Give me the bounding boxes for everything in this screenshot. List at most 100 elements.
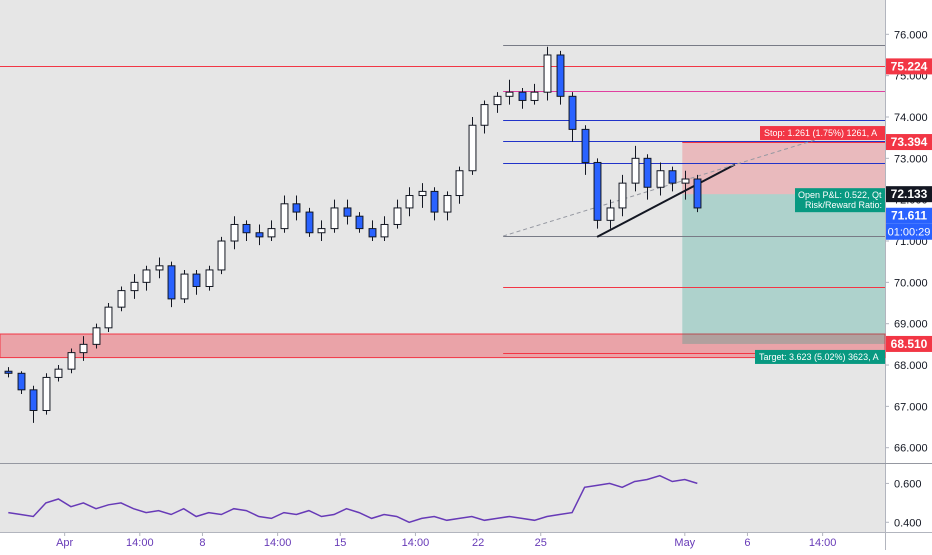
pnl-label: Open P&L: 0.522, Qt [798, 190, 882, 200]
candle-body [443, 195, 452, 213]
candle-body [418, 190, 427, 197]
time-tick-label: 8 [199, 537, 205, 549]
candle-body [117, 290, 126, 308]
price-tick-label: 76.000 [894, 29, 928, 41]
candle-body [693, 178, 702, 209]
price-tick-label: 66.000 [894, 443, 928, 455]
price-tick-label: 74.000 [894, 112, 928, 124]
candle-body [142, 269, 151, 283]
price-tag-bg [886, 134, 932, 151]
price-tick-label: 69.000 [894, 319, 928, 331]
time-tick-label: Apr [56, 537, 73, 549]
candle-body [67, 352, 76, 370]
position-labels: Stop: 1.261 (1.75%) 1261, A Open P&L: 0.5… [755, 126, 885, 364]
supply-demand-zone-layer [0, 333, 886, 359]
candle-body [543, 54, 552, 93]
candle-body [180, 273, 189, 300]
time-tick-label: 14:00 [402, 537, 430, 549]
countdown-label: 01:00:29 [888, 227, 931, 239]
candle-body [518, 91, 527, 101]
candle-body [606, 207, 615, 221]
candle-body [267, 228, 276, 238]
candle-body [493, 95, 502, 106]
candle-body [317, 228, 326, 234]
oscillator-tick-label: 0.600 [894, 478, 922, 490]
candle-body [42, 376, 51, 411]
price-tick-label: 70.000 [894, 277, 928, 289]
candles [4, 46, 702, 423]
time-tick-label: 15 [334, 537, 346, 549]
candle-body [430, 190, 439, 213]
candle-body [405, 195, 414, 209]
time-tick-label: 14:00 [126, 537, 154, 549]
trendlines[interactable] [502, 137, 823, 238]
oscillator-line [8, 474, 698, 524]
candle-body [92, 327, 101, 345]
candle-body [468, 124, 477, 172]
candle-body [217, 240, 226, 271]
candle-body [305, 211, 314, 234]
candle-body [568, 95, 577, 130]
candle-body [230, 223, 239, 242]
stop-label-bg [760, 126, 885, 141]
candle-body [205, 269, 214, 287]
candle-body [330, 207, 339, 230]
stop-label: Stop: 1.261 (1.75%) 1261, A [764, 128, 877, 138]
candle-body [155, 265, 164, 271]
candle-body [643, 157, 652, 188]
candle-body [556, 54, 565, 97]
risk-zone[interactable] [682, 142, 885, 195]
candle-body [255, 232, 264, 238]
candle-body [17, 372, 26, 391]
candle-body [242, 223, 251, 234]
target-label-bg [755, 349, 885, 364]
pnl-label-bg [795, 188, 885, 213]
candle-body [292, 203, 301, 213]
candle-body [343, 207, 352, 217]
time-tick-label: 22 [472, 537, 484, 549]
price-axis-background [885, 0, 932, 550]
time-tick-label: May [674, 537, 695, 549]
candle-body [505, 91, 514, 97]
price-tag-label: 75.224 [891, 59, 928, 73]
price-tick-label: 73.000 [894, 153, 928, 165]
price-tag-bg [886, 207, 932, 224]
candle-body [668, 170, 677, 184]
price-tag-label: 73.394 [891, 135, 928, 149]
candle-body [581, 128, 590, 163]
price-tag-label: 68.510 [891, 337, 928, 351]
candle-body [79, 343, 88, 354]
candle-body [618, 182, 627, 209]
price-tag-bg [886, 186, 932, 203]
price-tick-label: 67.000 [894, 401, 928, 413]
candle-body [54, 368, 63, 378]
candle-body [29, 389, 38, 411]
candle-body [192, 273, 201, 287]
reward-zone[interactable] [682, 194, 885, 344]
time-axis-background [0, 532, 932, 550]
candle-body [104, 306, 113, 329]
price-tick-label: 68.000 [894, 360, 928, 372]
candle-body [355, 215, 364, 230]
zone-rect [0, 333, 886, 359]
candle-body [167, 265, 176, 300]
trendline-solid[interactable] [596, 163, 736, 238]
target-label: Target: 3.623 (5.02%) 3623, A [759, 352, 879, 362]
short-position-tool[interactable] [682, 142, 885, 344]
price-tag-bg [886, 335, 932, 352]
oscillator-tick-label: 0.400 [894, 517, 922, 529]
time-tick-label: 14:00 [264, 537, 292, 549]
time-tick-label: 14:00 [809, 537, 837, 549]
candle-body [480, 104, 489, 126]
ratio-label: Risk/Reward Ratio: [805, 200, 882, 210]
time-tick-label: 25 [535, 537, 547, 549]
price-tag-label: 72.133 [891, 187, 928, 201]
price-tag-bg [886, 58, 932, 75]
candle-body [393, 207, 402, 225]
candle-body [368, 228, 377, 238]
oscillator [8, 474, 698, 524]
candle-body [130, 281, 139, 292]
candle-body [631, 157, 640, 184]
